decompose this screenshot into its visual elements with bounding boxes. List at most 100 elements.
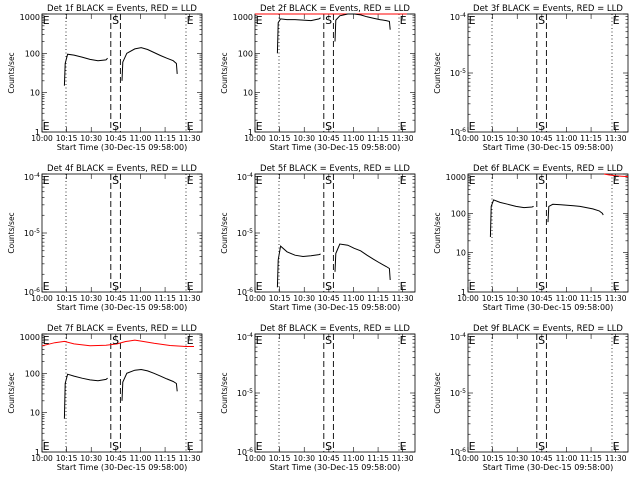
x-tick-label: 10:15 bbox=[269, 454, 291, 463]
x-tick-label: 11:30 bbox=[605, 294, 627, 303]
chart-panel-9: Det 9f BLACK = Events, RED = LLD 10-6 10-5… bbox=[433, 324, 629, 472]
y-tick-label: 100 bbox=[25, 369, 40, 378]
x-tick-label: 11:15 bbox=[154, 454, 176, 463]
x-tick-label: 11:30 bbox=[392, 454, 414, 463]
events-series-line bbox=[63, 53, 108, 86]
marker-label-bottom: E bbox=[256, 120, 263, 133]
chart-title: Det 7f BLACK = Events, RED = LLD bbox=[47, 324, 197, 334]
marker-label-bottom: E bbox=[400, 120, 407, 133]
x-tick-label: 10:45 bbox=[318, 454, 340, 463]
y-tick-label: 1000 bbox=[20, 13, 40, 22]
x-tick-label: 11:00 bbox=[556, 134, 578, 143]
y-tick-label: 10-6 bbox=[450, 447, 466, 457]
marker-label-top: S bbox=[112, 174, 119, 187]
marker-label-top: E bbox=[187, 14, 194, 27]
marker-label-bottom: E bbox=[469, 120, 476, 133]
marker-label-top: S bbox=[538, 14, 545, 27]
y-tick-label: 10-6 bbox=[450, 127, 466, 137]
x-tick-label: 10:30 bbox=[80, 134, 102, 143]
marker-label-top: E bbox=[43, 334, 50, 347]
marker-label-bottom: S bbox=[325, 280, 332, 293]
chart-title: Det 5f BLACK = Events, RED = LLD bbox=[260, 164, 410, 174]
x-tick-label: 11:30 bbox=[392, 134, 414, 143]
x-tick-label: 10:45 bbox=[318, 294, 340, 303]
y-tick-label: 1000 bbox=[20, 333, 40, 342]
y-axis-label: Counts/sec bbox=[433, 372, 442, 413]
y-tick-label: 10 bbox=[456, 249, 466, 258]
chart-title: Det 3f BLACK = Events, RED = LLD bbox=[473, 4, 623, 14]
lld-series-line bbox=[41, 339, 194, 347]
y-tick-label: 10 bbox=[30, 89, 40, 98]
marker-label-bottom: S bbox=[538, 120, 545, 133]
marker-label-top: E bbox=[613, 334, 620, 347]
marker-label-top: E bbox=[400, 334, 407, 347]
x-tick-label: 10:30 bbox=[293, 134, 315, 143]
y-tick-label: 1 bbox=[35, 448, 40, 457]
y-tick-label: 10-4 bbox=[24, 172, 40, 182]
x-tick-label: 11:00 bbox=[343, 294, 365, 303]
marker-label-top: E bbox=[469, 174, 476, 187]
x-tick-label: 11:15 bbox=[580, 134, 602, 143]
x-tick-label: 11:15 bbox=[367, 134, 389, 143]
marker-label-top: S bbox=[538, 334, 545, 347]
events-series-line bbox=[276, 245, 321, 288]
chart-title: Det 8f BLACK = Events, RED = LLD bbox=[260, 324, 410, 334]
marker-label-top: E bbox=[187, 334, 194, 347]
y-tick-label: 100 bbox=[238, 49, 253, 58]
marker-label-bottom: E bbox=[613, 280, 620, 293]
y-tick-label: 10-6 bbox=[24, 287, 40, 297]
marker-label-top: S bbox=[325, 334, 332, 347]
marker-label-top: E bbox=[469, 14, 476, 27]
x-tick-label: 11:00 bbox=[130, 294, 152, 303]
y-tick-label: 10-5 bbox=[24, 228, 40, 238]
x-tick-label: 11:00 bbox=[556, 294, 578, 303]
x-tick-label: 11:15 bbox=[580, 294, 602, 303]
chart-panel-1: Det 1f BLACK = Events, RED = LLD 1 10 100 10… bbox=[7, 4, 203, 152]
events-series-line bbox=[276, 17, 321, 54]
y-tick-label: 10-5 bbox=[237, 228, 253, 238]
plot-frame bbox=[41, 13, 203, 133]
y-tick-label: 10-4 bbox=[237, 332, 253, 342]
marker-label-bottom: S bbox=[538, 440, 545, 453]
x-tick-label: 11:30 bbox=[179, 294, 201, 303]
y-tick-label: 10-6 bbox=[237, 447, 253, 457]
x-tick-label: 10:00 bbox=[244, 454, 266, 463]
x-axis-label: Start Time (30-Dec-15 09:58:00) bbox=[270, 303, 401, 312]
x-tick-label: 10:00 bbox=[457, 294, 479, 303]
y-tick-label: 10 bbox=[30, 409, 40, 418]
x-tick-label: 10:15 bbox=[482, 134, 504, 143]
events-series-line bbox=[121, 47, 178, 81]
marker-label-bottom: S bbox=[112, 280, 119, 293]
y-axis-label: Counts/sec bbox=[220, 212, 229, 253]
x-tick-label: 10:15 bbox=[482, 294, 504, 303]
x-tick-label: 10:45 bbox=[105, 134, 127, 143]
x-tick-label: 11:00 bbox=[343, 454, 365, 463]
y-tick-label: 100 bbox=[451, 209, 466, 218]
x-tick-label: 11:00 bbox=[130, 454, 152, 463]
x-axis-label: Start Time (30-Dec-15 09:58:00) bbox=[483, 303, 614, 312]
x-tick-label: 10:45 bbox=[531, 294, 553, 303]
y-axis-label: Counts/sec bbox=[7, 212, 16, 253]
y-tick-label: 10 bbox=[243, 89, 253, 98]
chart-title: Det 1f BLACK = Events, RED = LLD bbox=[47, 4, 197, 14]
events-series-line bbox=[63, 373, 108, 419]
y-tick-label: 1 bbox=[461, 288, 466, 297]
marker-label-bottom: S bbox=[112, 120, 119, 133]
x-tick-label: 10:30 bbox=[293, 454, 315, 463]
marker-label-bottom: E bbox=[469, 280, 476, 293]
marker-label-bottom: E bbox=[400, 280, 407, 293]
marker-label-bottom: S bbox=[538, 280, 545, 293]
marker-label-bottom: E bbox=[469, 440, 476, 453]
y-axis-label: Counts/sec bbox=[433, 212, 442, 253]
x-tick-label: 10:00 bbox=[244, 134, 266, 143]
y-axis-label: Counts/sec bbox=[433, 52, 442, 93]
marker-label-bottom: E bbox=[43, 280, 50, 293]
x-tick-label: 10:15 bbox=[269, 294, 291, 303]
marker-label-top: E bbox=[256, 174, 263, 187]
x-tick-label: 11:15 bbox=[367, 294, 389, 303]
chart-panel-3: Det 3f BLACK = Events, RED = LLD 10-6 10-5… bbox=[433, 4, 629, 152]
marker-label-top: E bbox=[187, 174, 194, 187]
events-series-line bbox=[547, 203, 604, 223]
events-series-line bbox=[489, 199, 534, 238]
